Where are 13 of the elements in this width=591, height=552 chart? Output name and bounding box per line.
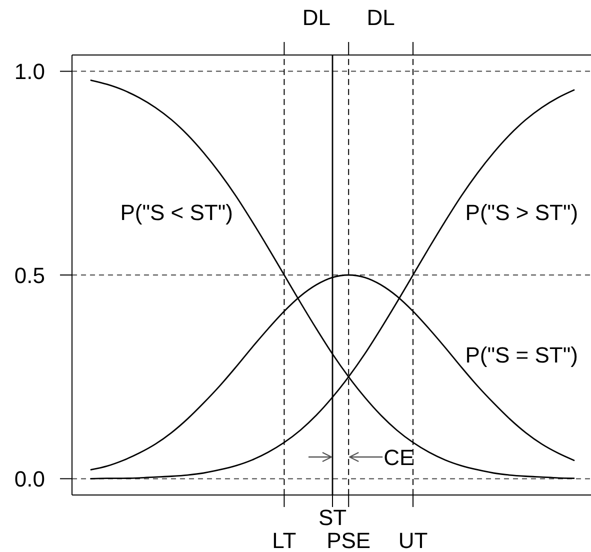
- y-tick-label: 0.5: [14, 262, 45, 288]
- series-label: P("S > ST"): [465, 200, 578, 225]
- x-tick-label: PSE: [326, 528, 371, 552]
- x-tick-label: UT: [398, 528, 428, 552]
- annotation: CE: [384, 445, 414, 470]
- series-label: P("S = ST"): [465, 342, 578, 368]
- x-tick-label: LT: [272, 528, 296, 552]
- text: DL: [302, 5, 330, 30]
- series-label: P("S < ST"): [120, 200, 233, 226]
- text: DL: [366, 5, 395, 30]
- y-tick-label: 1.0: [14, 59, 45, 84]
- x-tick-label: ST: [318, 505, 347, 530]
- y-tick-label: 0.0: [14, 466, 45, 492]
